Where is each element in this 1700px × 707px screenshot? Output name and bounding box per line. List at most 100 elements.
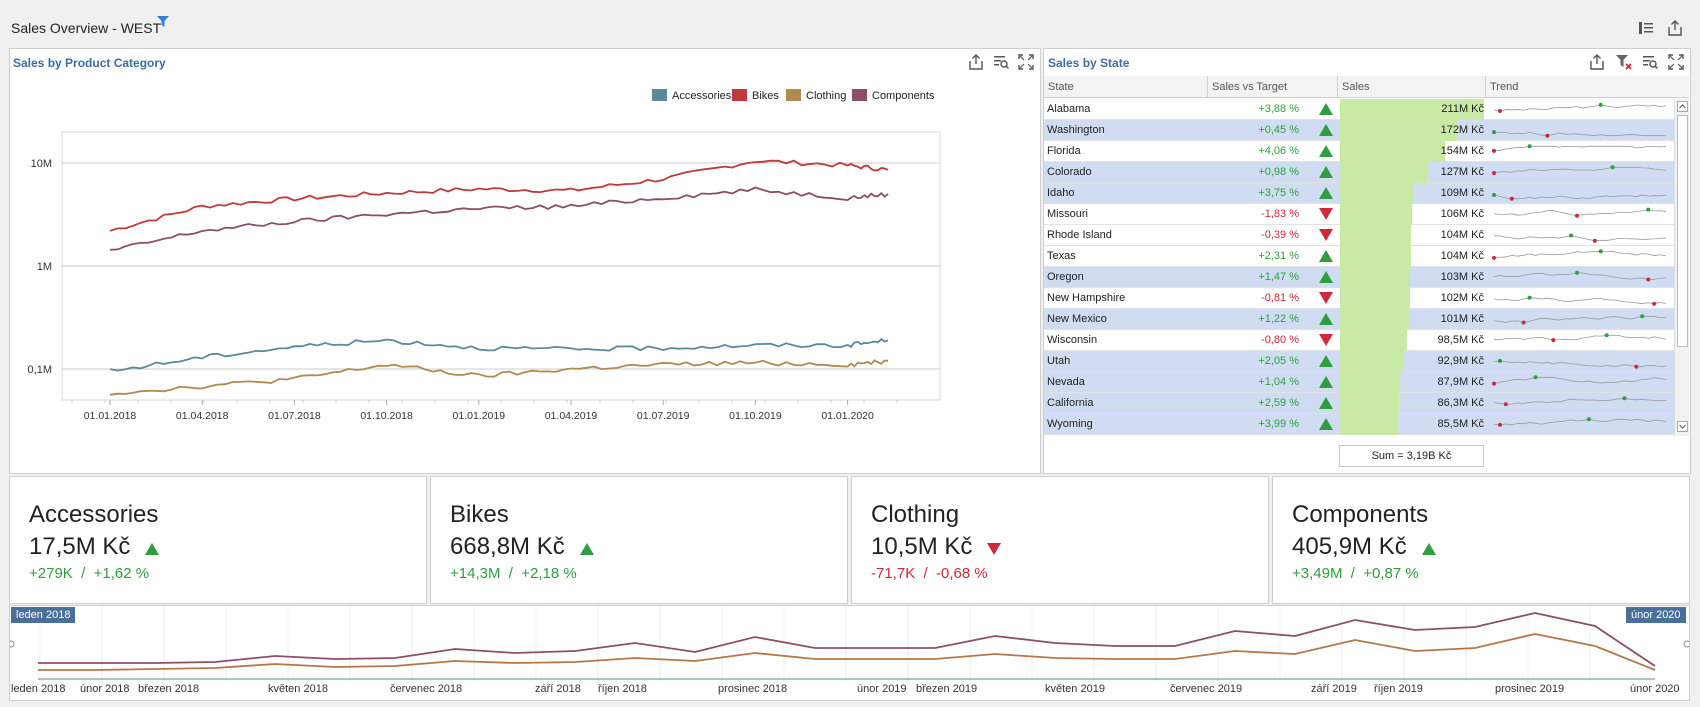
series-line-components <box>109 186 889 251</box>
legend-swatch <box>652 89 667 101</box>
kpi-delta: -71,7K / -0,68 % <box>871 565 988 582</box>
kpi-name: Clothing <box>871 501 960 528</box>
table-row[interactable]: Texas +2,31 % 104M Kč <box>1044 246 1674 267</box>
inspect-icon[interactable] <box>992 53 1010 71</box>
grid-scrollbar[interactable] <box>1674 99 1689 436</box>
state-name: Wyoming <box>1047 418 1093 430</box>
table-row[interactable]: California +2,59 % 86,3M Kč <box>1044 393 1674 414</box>
trend-sparkline <box>1493 358 1667 369</box>
state-name: Nevada <box>1047 376 1085 388</box>
trend-high-point <box>1492 192 1496 197</box>
scroll-down-icon[interactable] <box>1677 421 1688 432</box>
sales-value: 86,3M Kč <box>1437 397 1484 409</box>
x-tick-label: 01.10.2018 <box>360 410 413 422</box>
kpi-value: 17,5M Kč <box>29 533 131 560</box>
kpi-delta: +14,3M / +2,18 % <box>450 565 577 582</box>
table-row[interactable]: Florida +4,06 % 154M Kč <box>1044 141 1674 162</box>
table-row[interactable]: Wisconsin -0,80 % 98,5M Kč <box>1044 330 1674 351</box>
kpi-value: 405,9M Kč <box>1292 533 1407 560</box>
state-name: California <box>1047 397 1094 409</box>
kpi-card-accessories[interactable]: Accessories 17,5M Kč +279K / +1,62 % <box>9 476 427 604</box>
kpi-card-bikes[interactable]: Bikes 668,8M Kč +14,3M / +2,18 % <box>430 476 848 604</box>
table-row[interactable]: Idaho +3,75 % 109M Kč <box>1044 183 1674 204</box>
kpi-name: Accessories <box>29 501 159 528</box>
kpi-card-clothing[interactable]: Clothing 10,5M Kč -71,7K / -0,68 % <box>851 476 1269 604</box>
sales-vs-target: -1,83 % <box>1261 208 1299 220</box>
triangle-down-icon <box>1319 334 1333 346</box>
export-icon[interactable] <box>967 53 985 71</box>
triangle-up-icon <box>1319 250 1333 262</box>
trend-high-point <box>1610 165 1615 170</box>
range-end-tag[interactable]: únor 2020 <box>1626 607 1686 623</box>
table-row[interactable]: Alabama +3,88 % 211M Kč <box>1044 99 1674 120</box>
sales-value: 92,9M Kč <box>1437 355 1484 367</box>
table-row[interactable]: Oregon +1,47 % 103M Kč <box>1044 267 1674 288</box>
range-start-tag[interactable]: leden 2018 <box>11 607 76 623</box>
trend-sparkline <box>1493 396 1667 407</box>
range-series-line <box>38 633 1656 671</box>
range-date-label: únor 2019 <box>857 683 907 695</box>
trend-high-point <box>1598 249 1603 254</box>
sales-vs-target: -0,80 % <box>1261 334 1299 346</box>
kpi-name: Components <box>1292 501 1429 528</box>
table-row[interactable]: Utah +2,05 % 92,9M Kč <box>1044 351 1674 372</box>
range-selector[interactable] <box>9 605 1690 701</box>
range-overview-chart[interactable] <box>10 606 1689 682</box>
sales-bar <box>1340 330 1407 351</box>
column-header-trend[interactable]: Trend <box>1490 81 1519 93</box>
legend-label-components: Components <box>872 90 935 102</box>
trend-sparkline <box>1493 295 1667 306</box>
table-row[interactable]: Colorado +0,98 % 127M Kč <box>1044 162 1674 183</box>
column-header-sales-vs-target[interactable]: Sales vs Target <box>1208 76 1338 98</box>
table-row[interactable]: New Mexico +1,22 % 101M Kč <box>1044 309 1674 330</box>
sales-vs-target: +2,59 % <box>1258 397 1299 409</box>
sales-value: 101M Kč <box>1440 313 1484 325</box>
filter-icon[interactable] <box>157 16 169 28</box>
trend-low-point <box>1545 133 1550 138</box>
table-row[interactable]: Rhode Island -0,39 % 104M Kč <box>1044 225 1674 246</box>
sales-bar <box>1340 204 1412 225</box>
state-name: Missouri <box>1047 208 1088 220</box>
table-row[interactable]: Nevada +1,04 % 87,9M Kč <box>1044 372 1674 393</box>
sales-vs-target: +0,98 % <box>1258 166 1299 178</box>
table-row[interactable]: Wyoming +3,99 % 85,5M Kč <box>1044 414 1674 435</box>
trend-sparkline <box>1493 233 1667 243</box>
table-row[interactable]: New Hampshire -0,81 % 102M Kč <box>1044 288 1674 309</box>
range-date-label: leden 2018 <box>11 683 66 695</box>
table-row[interactable]: Washington +0,45 % 172M Kč <box>1044 120 1674 141</box>
sales-value: 104M Kč <box>1440 229 1484 241</box>
x-tick-label: 01.10.2019 <box>729 410 782 422</box>
series-line-clothing <box>109 359 889 396</box>
trend-low-point <box>1492 170 1496 175</box>
trend-high-point <box>1640 314 1645 319</box>
grid-header: State Sales vs Target Sales Trend <box>1044 76 1689 98</box>
legend-label-bikes: Bikes <box>752 90 779 102</box>
column-header-state[interactable]: State <box>1044 76 1208 98</box>
table-row[interactable]: Missouri -1,83 % 106M Kč <box>1044 204 1674 225</box>
range-date-label: květen 2018 <box>268 683 328 695</box>
triangle-up-icon <box>1319 376 1333 388</box>
export-icon[interactable] <box>1666 19 1684 37</box>
list-view-icon[interactable] <box>1637 19 1655 37</box>
scroll-up-icon[interactable] <box>1677 101 1688 112</box>
state-name: Idaho <box>1047 187 1075 199</box>
trend-high-point <box>1497 358 1502 363</box>
export-icon[interactable] <box>1588 53 1606 71</box>
clear-filter-icon[interactable] <box>1615 53 1633 71</box>
category-chart-title: Sales by Product Category <box>13 56 166 70</box>
state-name: Rhode Island <box>1047 229 1112 241</box>
range-date-label: září 2018 <box>535 683 581 695</box>
maximize-icon[interactable] <box>1667 53 1685 71</box>
sales-value: 85,5M Kč <box>1437 418 1484 430</box>
triangle-up-icon <box>1319 355 1333 367</box>
triangle-down-icon <box>1319 292 1333 304</box>
sales-value: 211M Kč <box>1441 103 1484 115</box>
column-header-sales[interactable]: Sales <box>1338 76 1486 98</box>
sales-vs-target: -0,81 % <box>1261 292 1299 304</box>
maximize-icon[interactable] <box>1017 53 1035 71</box>
legend-label-accessories: Accessories <box>672 90 732 102</box>
scroll-thumb[interactable] <box>1677 115 1688 347</box>
kpi-card-components[interactable]: Components 405,9M Kč +3,49M / +0,87 % <box>1272 476 1690 604</box>
kpi-value: 668,8M Kč <box>450 533 565 560</box>
inspect-icon[interactable] <box>1641 53 1659 71</box>
